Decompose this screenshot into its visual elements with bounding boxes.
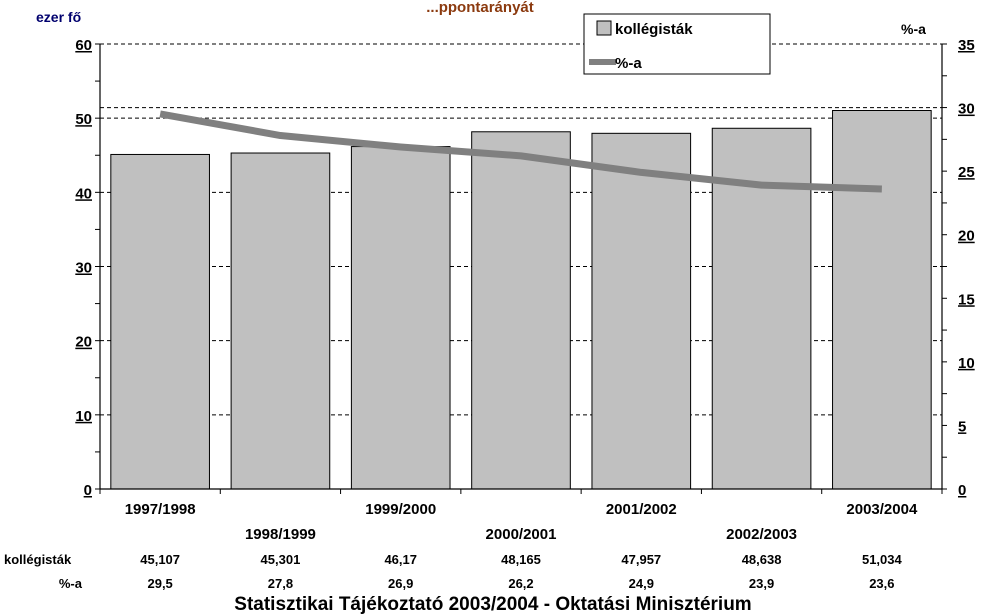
left-axis-ticks: 0 10 20 30 40 50 60 bbox=[75, 37, 92, 499]
category-label: 1997/1998 bbox=[125, 501, 196, 518]
table-cell-kollegistak: 48,165 bbox=[501, 552, 541, 567]
category-label: 2003/2004 bbox=[846, 501, 918, 518]
table-cell-kollegistak: 48,638 bbox=[742, 552, 782, 567]
category-label: 2001/2002 bbox=[606, 501, 677, 518]
table-cell-kollegistak: 51,034 bbox=[862, 552, 903, 567]
left-tick-label: 50 bbox=[75, 111, 92, 128]
left-tick-label: 60 bbox=[75, 37, 92, 54]
category-label: 2000/2001 bbox=[486, 526, 557, 543]
right-tick-label: 30 bbox=[958, 101, 975, 118]
right-axis-unit: %-a bbox=[901, 21, 926, 37]
legend-label-percent: %-a bbox=[615, 55, 642, 72]
left-tick-label: 0 bbox=[84, 482, 92, 499]
bar bbox=[471, 131, 571, 490]
chart-title: ...ppontarányát bbox=[426, 0, 534, 16]
left-tick-label: 30 bbox=[75, 260, 92, 277]
table-cell-percent: 26,9 bbox=[388, 576, 413, 591]
percent-line bbox=[159, 110, 882, 193]
table-cell-percent: 29,5 bbox=[147, 576, 172, 591]
table-row-label: kollégisták bbox=[4, 552, 72, 567]
category-label: 1998/1999 bbox=[245, 526, 316, 543]
bar bbox=[230, 152, 331, 490]
left-tick-label: 40 bbox=[75, 185, 92, 202]
category-labels: 1997/1998 1998/1999 1999/2000 2000/2001 2001… bbox=[125, 501, 918, 543]
table-row-label: %-a bbox=[59, 576, 83, 591]
bar bbox=[110, 153, 210, 490]
right-tick-label: 35 bbox=[958, 37, 975, 54]
plot-frame bbox=[95, 43, 947, 494]
right-tick-label: 10 bbox=[958, 355, 975, 372]
table-cell-percent: 24,9 bbox=[629, 576, 654, 591]
table-cell-percent: 23,9 bbox=[749, 576, 774, 591]
left-axis-unit: ezer fő bbox=[36, 9, 81, 25]
legend-label-kollegistak: kollégisták bbox=[615, 21, 693, 38]
bar bbox=[591, 132, 692, 490]
table-cell-percent: 23,6 bbox=[869, 576, 894, 591]
right-tick-label: 25 bbox=[958, 164, 975, 181]
right-tick-label: 5 bbox=[958, 418, 966, 435]
table-cell-kollegistak: 46,17 bbox=[384, 552, 417, 567]
bars bbox=[110, 109, 932, 490]
table-cell-percent: 27,8 bbox=[268, 576, 293, 591]
right-tick-label: 15 bbox=[958, 291, 975, 308]
table-cell-kollegistak: 45,301 bbox=[261, 552, 301, 567]
right-tick-label: 0 bbox=[958, 482, 966, 499]
bar bbox=[350, 146, 451, 490]
legend-swatch-bar bbox=[596, 20, 612, 36]
data-table: kollégisták %-a 45,107 45,301 46,17 48,165 47,… bbox=[4, 552, 903, 591]
table-cell-kollegistak: 47,957 bbox=[621, 552, 661, 567]
category-label: 1999/2000 bbox=[365, 501, 436, 518]
right-tick-label: 20 bbox=[958, 228, 975, 245]
category-label: 2002/2003 bbox=[726, 526, 797, 543]
left-tick-label: 20 bbox=[75, 334, 92, 351]
table-cell-kollegistak: 45,107 bbox=[140, 552, 180, 567]
legend: kollégisták %-a bbox=[583, 13, 771, 75]
right-axis-ticks: 0 5 10 15 20 25 30 35 bbox=[958, 37, 975, 499]
percent-line-path bbox=[159, 110, 882, 193]
left-tick-label: 10 bbox=[75, 408, 92, 425]
footer-source: Statisztikai Tájékoztató 2003/2004 - Okt… bbox=[234, 594, 751, 614]
table-cell-percent: 26,2 bbox=[508, 576, 533, 591]
bar bbox=[832, 109, 932, 490]
